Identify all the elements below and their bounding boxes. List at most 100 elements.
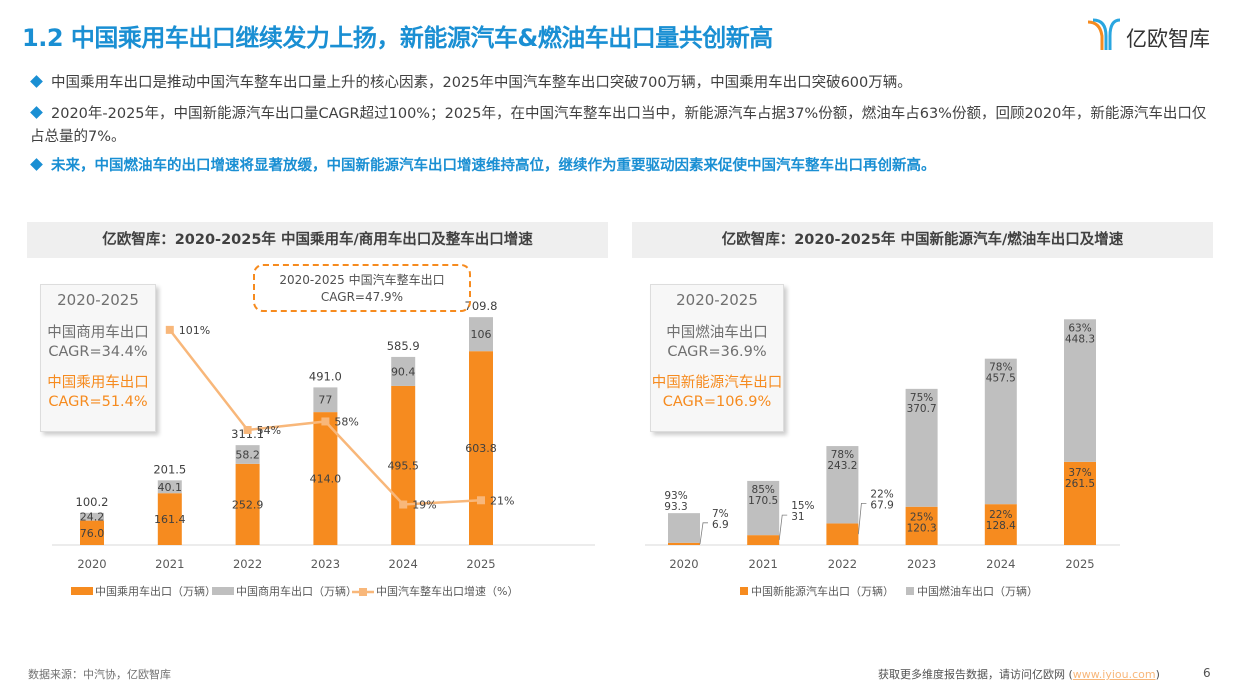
growth-marker — [165, 325, 174, 334]
x-tick-label: 2023 — [311, 557, 340, 571]
bar-passenger — [469, 351, 493, 545]
data-label: 67.9 — [870, 499, 893, 511]
legend-label: 中国商用车出口（万辆） — [236, 584, 357, 598]
share-label: 78% — [831, 449, 854, 461]
data-label: 31 — [791, 511, 804, 523]
data-label: 76.0 — [80, 527, 105, 540]
data-label: 120.3 — [907, 523, 937, 535]
x-tick-label: 2024 — [389, 557, 418, 571]
page-number: 6 — [1203, 666, 1211, 680]
growth-marker — [399, 500, 408, 509]
growth-marker — [477, 496, 485, 505]
bar-commercial — [313, 387, 338, 413]
growth-marker — [321, 417, 330, 426]
data-label: 252.9 — [232, 498, 264, 511]
data-label: 495.5 — [387, 459, 419, 472]
data-label: 58.2 — [235, 448, 260, 461]
bar-fuel — [747, 480, 780, 536]
data-label: 90.4 — [391, 365, 416, 378]
cagr-label: 中国新能源汽车出口 — [651, 375, 783, 391]
right-chart-title: 亿欧智库：2020-2025年 中国新能源汽车/燃油车出口及增速 — [632, 222, 1213, 258]
data-label: 106 — [471, 328, 492, 341]
cagr-value: CAGR=36.9% — [667, 344, 767, 360]
data-label: 24.2 — [80, 511, 105, 524]
data-label: 161.4 — [154, 513, 186, 526]
bullet-text: 2020年-2025年，中国新能源汽车出口量CAGR超过100%；2025年，在… — [30, 106, 1207, 145]
growth-label: 54% — [257, 424, 281, 437]
legend-label: 中国汽车整车出口增速（%） — [376, 584, 518, 598]
total-label: 100.2 — [76, 495, 109, 509]
bar-nev — [984, 504, 1017, 545]
total-label: 311.1 — [231, 427, 264, 441]
legend-swatch — [71, 587, 93, 595]
x-tick-label: 2024 — [986, 557, 1015, 571]
share-label: 78% — [989, 362, 1012, 374]
data-label: 170.5 — [748, 495, 778, 507]
legend-swatch — [212, 587, 234, 595]
growth-label: 19% — [412, 499, 436, 512]
x-tick-label: 2025 — [1065, 557, 1094, 571]
x-tick-label: 2021 — [155, 557, 184, 571]
bar-commercial — [235, 445, 260, 464]
logo-text: 亿欧智库 — [1126, 27, 1210, 51]
data-label: 77 — [318, 394, 332, 407]
bullet-text: 未来，中国燃油车的出口增速将显著放缓，中国新能源汽车出口增速维持高位，继续作为重… — [51, 158, 936, 174]
cagr-label: 2020-2025 中国汽车整车出口 — [279, 273, 445, 287]
bar-nev — [905, 506, 938, 545]
right-cagr-box: 2020-2025 中国燃油车出口 CAGR=36.9% 中国新能源汽车出口 C… — [650, 284, 784, 432]
total-label: 585.9 — [387, 339, 420, 353]
x-tick-label: 2025 — [466, 557, 495, 571]
bar-fuel — [984, 358, 1017, 505]
page-title: 1.2 中国乘用车出口继续发力上扬，新能源汽车&燃油车出口量共创新高 — [22, 24, 773, 52]
bar-commercial — [80, 512, 104, 521]
legend-marker — [359, 588, 367, 596]
share-label: 25% — [910, 512, 933, 524]
legend-label: 中国新能源汽车出口（万辆） — [751, 584, 894, 598]
leader-line — [858, 503, 867, 535]
x-tick-label: 2022 — [233, 557, 262, 571]
bar-fuel — [905, 388, 938, 507]
legend-swatch — [740, 587, 748, 595]
bar-nev — [668, 542, 700, 545]
website-link[interactable]: www.iyiou.com — [1072, 668, 1156, 681]
left-cagr-box: 2020-2025 中国商用车出口 CAGR=34.4% 中国乘用车出口 CAG… — [40, 284, 156, 432]
bar-nev — [826, 523, 859, 545]
data-label: 261.5 — [1065, 478, 1095, 490]
left-chart-title: 亿欧智库：2020-2025年 中国乘用车/商用车出口及整车出口增速 — [27, 222, 608, 258]
data-label: 6.9 — [712, 519, 729, 531]
bullet-3: 未来，中国燃油车的出口增速将显著放缓，中国新能源汽车出口增速维持高位，继续作为重… — [30, 155, 1220, 178]
footer-cta: 获取更多维度报告数据，请访问亿欧网 (www.iyiou.com) — [878, 666, 1160, 682]
bar-passenger — [313, 412, 338, 545]
left-chart: 76.0 24.2 100.2 2020 161.4 40.1 201.5 2021 252.9… — [52, 299, 595, 598]
cagr-value: CAGR=47.9% — [320, 290, 404, 304]
leader-line — [699, 522, 708, 544]
total-label: 201.5 — [153, 462, 186, 476]
bar-passenger — [80, 520, 104, 545]
data-label: 448.3 — [1065, 333, 1095, 345]
share-label: 63% — [1068, 322, 1091, 334]
data-label: 457.5 — [986, 373, 1016, 385]
total-cagr-box: 2020-2025 中国汽车整车出口 CAGR=47.9% — [253, 264, 471, 312]
share-label: 75% — [910, 392, 933, 404]
legend-label: 中国燃油车出口（万辆） — [917, 584, 1038, 598]
cagr-value: CAGR=34.4% — [48, 344, 148, 360]
growth-marker — [243, 425, 252, 434]
data-label: 243.2 — [827, 460, 857, 472]
data-label: 40.1 — [158, 481, 183, 494]
bar-passenger — [235, 463, 260, 545]
bar-nev — [747, 535, 780, 545]
data-label: 93.3 — [664, 501, 687, 513]
bar-fuel — [668, 513, 700, 543]
cagr-period: 2020-2025 — [676, 291, 758, 309]
data-label: 603.8 — [465, 442, 497, 455]
share-label: 15% — [791, 500, 814, 512]
bar-commercial — [391, 356, 416, 386]
cagr-label: 中国燃油车出口 — [666, 325, 768, 341]
cagr-value: CAGR=106.9% — [662, 394, 772, 410]
share-label: 22% — [989, 509, 1012, 521]
footer-text: ) — [1155, 668, 1160, 681]
total-label: 491.0 — [309, 369, 342, 383]
legend-swatch — [906, 587, 914, 595]
share-label: 85% — [752, 484, 775, 496]
